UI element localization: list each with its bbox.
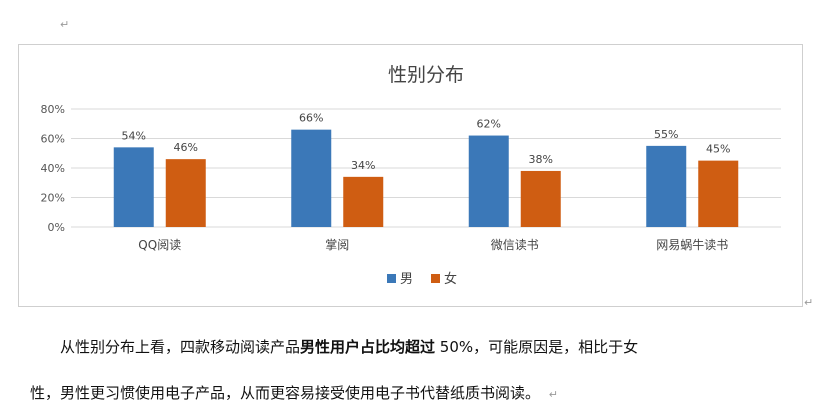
paragraph-text: 性，男性更习惯使用电子产品，从而更容易接受使用电子书代替纸质书阅读。 bbox=[30, 384, 541, 402]
legend-swatch bbox=[431, 274, 440, 283]
data-label: 66% bbox=[299, 112, 323, 125]
data-label: 38% bbox=[529, 153, 553, 166]
x-tick-label: 网易蜗牛读书 bbox=[656, 237, 728, 252]
paragraph-bold-text: 男性用户占比均超过 bbox=[300, 338, 436, 356]
bar-female bbox=[698, 160, 739, 227]
data-label: 55% bbox=[654, 128, 678, 141]
y-tick-label: 20% bbox=[41, 192, 65, 205]
data-label: 62% bbox=[477, 118, 501, 131]
paragraph-text: 50%，可能原因是，相比于女 bbox=[435, 338, 639, 356]
legend-label: 男 bbox=[400, 272, 413, 287]
y-tick-label: 80% bbox=[41, 103, 65, 116]
chart-title: 性别分布 bbox=[388, 64, 464, 86]
paragraph-line-1: 从性别分布上看，四款移动阅读产品男性用户占比均超过 50%，可能原因是，相比于女 bbox=[60, 336, 638, 357]
chart-frame: 性别分布 0% 20% 40% 60% 80% 54% 46% QQ阅读 66% 34% 掌阅 62% 3… bbox=[18, 44, 803, 307]
y-tick-label: 40% bbox=[41, 162, 65, 175]
bar-male bbox=[468, 135, 509, 227]
bar-female bbox=[165, 159, 206, 227]
x-tick-label: QQ阅读 bbox=[138, 238, 181, 252]
bar-male bbox=[113, 147, 154, 227]
data-label: 45% bbox=[706, 143, 730, 156]
paragraph-line-2: 性，男性更习惯使用电子产品，从而更容易接受使用电子书代替纸质书阅读。 ↵ bbox=[30, 382, 558, 403]
paragraph-text: 从性别分布上看，四款移动阅读产品 bbox=[60, 338, 301, 356]
bar-female bbox=[343, 176, 384, 227]
data-label: 46% bbox=[174, 141, 198, 154]
bar-male bbox=[646, 145, 687, 227]
x-tick-label: 掌阅 bbox=[325, 238, 349, 252]
x-tick-label: 微信读书 bbox=[491, 238, 539, 252]
y-tick-label: 60% bbox=[41, 133, 65, 146]
legend-swatch bbox=[387, 274, 396, 283]
bar-male bbox=[291, 129, 332, 227]
return-mark: ↵ bbox=[548, 388, 559, 401]
gender-distribution-chart: 性别分布 0% 20% 40% 60% 80% 54% 46% QQ阅读 66% 34% 掌阅 62% 3… bbox=[41, 64, 781, 287]
bar-female bbox=[520, 170, 561, 227]
return-mark: ↵ bbox=[804, 296, 814, 309]
return-mark: ↵ bbox=[60, 18, 70, 31]
legend-label: 女 bbox=[444, 271, 457, 287]
data-label: 34% bbox=[351, 159, 375, 172]
y-tick-label: 0% bbox=[48, 221, 65, 234]
data-label: 54% bbox=[122, 129, 146, 142]
